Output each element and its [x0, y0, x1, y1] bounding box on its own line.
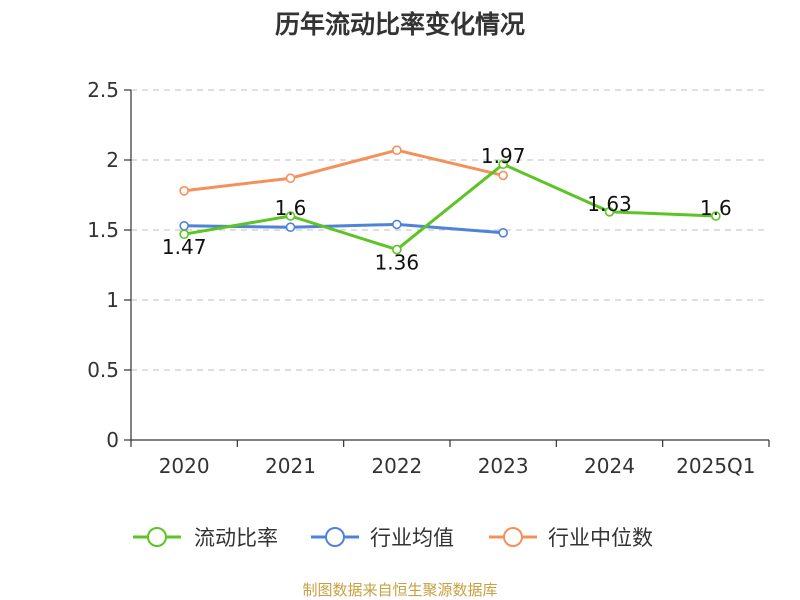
legend-marker — [147, 527, 167, 547]
data-point[interactable] — [604, 207, 615, 217]
legend-item-1[interactable]: 行业均值 — [311, 526, 454, 550]
series-line — [183, 162, 716, 252]
x-tick-label: 2022 — [371, 454, 422, 478]
y-tick-label: 1.5 — [87, 218, 119, 242]
data-label: 1.6 — [700, 196, 732, 220]
data-point[interactable] — [498, 170, 508, 181]
y-tick-label: 1 — [106, 288, 119, 312]
data-label: 1.36 — [375, 251, 420, 275]
data-point[interactable] — [711, 211, 721, 221]
series-layer: 1.47 1.6 1.36 1.97 1.63 1.6 — [162, 144, 732, 274]
chart-title: 历年流动比率变化情况 — [275, 10, 525, 39]
series-line — [183, 148, 504, 193]
x-tick-label: 2021 — [265, 454, 316, 478]
x-tick-label: 2023 — [478, 454, 529, 478]
legend-item-2[interactable]: 行业中位数 — [489, 526, 653, 550]
y-tick-label: 2 — [106, 148, 119, 172]
series-0 — [179, 159, 721, 255]
data-point[interactable] — [392, 244, 402, 255]
series-2 — [179, 145, 508, 196]
data-point[interactable] — [498, 159, 508, 169]
data-point[interactable] — [392, 145, 402, 155]
data-label: 1.6 — [275, 196, 307, 220]
x-tick-label: 2020 — [159, 454, 210, 478]
legend-marker — [325, 527, 345, 547]
x-tick-label: 2025Q1 — [676, 454, 755, 478]
data-point[interactable] — [285, 211, 296, 221]
source-note: 制图数据来自恒生聚源数据库 — [302, 581, 497, 599]
x-tick-label: 2024 — [584, 454, 635, 478]
data-point[interactable] — [392, 219, 402, 230]
y-tick-label: 0 — [106, 428, 119, 452]
data-label: 1.97 — [481, 144, 526, 168]
legend-label: 流动比率 — [194, 526, 278, 550]
data-label: 1.63 — [587, 192, 632, 216]
data-labels: 1.47 1.6 1.36 1.97 1.63 1.6 — [162, 144, 732, 274]
data-label: 1.47 — [162, 235, 207, 259]
legend-label: 行业均值 — [370, 526, 454, 550]
data-point[interactable] — [179, 229, 189, 239]
legend-item-0[interactable]: 流动比率 — [133, 526, 278, 550]
legend-marker — [503, 527, 523, 547]
axes: 0 0.5 1 1.5 2 2.5 2020 2021 2022 2023 2024 2025Q1 — [87, 78, 770, 478]
data-point[interactable] — [498, 228, 508, 238]
legend[interactable]: 流动比率 行业均值 行业中位数 — [133, 526, 653, 550]
data-point[interactable] — [285, 222, 296, 232]
data-point[interactable] — [285, 173, 296, 183]
data-point[interactable] — [179, 221, 189, 231]
data-point[interactable] — [179, 186, 189, 196]
y-tick-label: 2.5 — [87, 78, 119, 102]
y-tick-label: 0.5 — [87, 358, 119, 382]
legend-label: 行业中位数 — [548, 526, 653, 550]
